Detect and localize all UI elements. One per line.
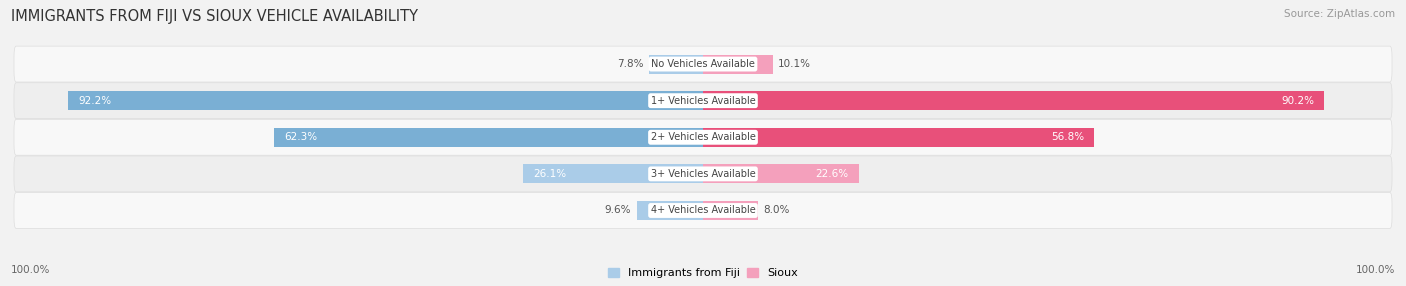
FancyBboxPatch shape (14, 119, 1392, 155)
Bar (703, 128, 1094, 147)
Text: 90.2%: 90.2% (1281, 96, 1315, 106)
Text: 3+ Vehicles Available: 3+ Vehicles Available (651, 169, 755, 179)
Bar (650, 55, 703, 74)
Bar (274, 128, 703, 147)
Bar (703, 201, 758, 220)
Text: 92.2%: 92.2% (79, 96, 111, 106)
Text: 26.1%: 26.1% (533, 169, 567, 179)
Bar (703, 91, 1324, 110)
Text: 4+ Vehicles Available: 4+ Vehicles Available (651, 206, 755, 215)
Bar (703, 55, 772, 74)
Text: 22.6%: 22.6% (815, 169, 848, 179)
Text: 1+ Vehicles Available: 1+ Vehicles Available (651, 96, 755, 106)
Bar (703, 164, 859, 183)
Text: 100.0%: 100.0% (1355, 265, 1395, 275)
Text: 56.8%: 56.8% (1050, 132, 1084, 142)
Text: 10.1%: 10.1% (778, 59, 811, 69)
FancyBboxPatch shape (14, 83, 1392, 119)
Text: No Vehicles Available: No Vehicles Available (651, 59, 755, 69)
Legend: Immigrants from Fiji, Sioux: Immigrants from Fiji, Sioux (606, 266, 800, 281)
Text: 100.0%: 100.0% (11, 265, 51, 275)
Bar (523, 164, 703, 183)
Text: 62.3%: 62.3% (284, 132, 318, 142)
Text: Source: ZipAtlas.com: Source: ZipAtlas.com (1284, 9, 1395, 19)
Text: 2+ Vehicles Available: 2+ Vehicles Available (651, 132, 755, 142)
Text: 7.8%: 7.8% (617, 59, 644, 69)
Text: 8.0%: 8.0% (763, 206, 790, 215)
FancyBboxPatch shape (14, 46, 1392, 82)
Bar (637, 201, 703, 220)
FancyBboxPatch shape (14, 192, 1392, 229)
FancyBboxPatch shape (14, 156, 1392, 192)
Text: 9.6%: 9.6% (605, 206, 631, 215)
Bar (67, 91, 703, 110)
Text: IMMIGRANTS FROM FIJI VS SIOUX VEHICLE AVAILABILITY: IMMIGRANTS FROM FIJI VS SIOUX VEHICLE AV… (11, 9, 418, 23)
